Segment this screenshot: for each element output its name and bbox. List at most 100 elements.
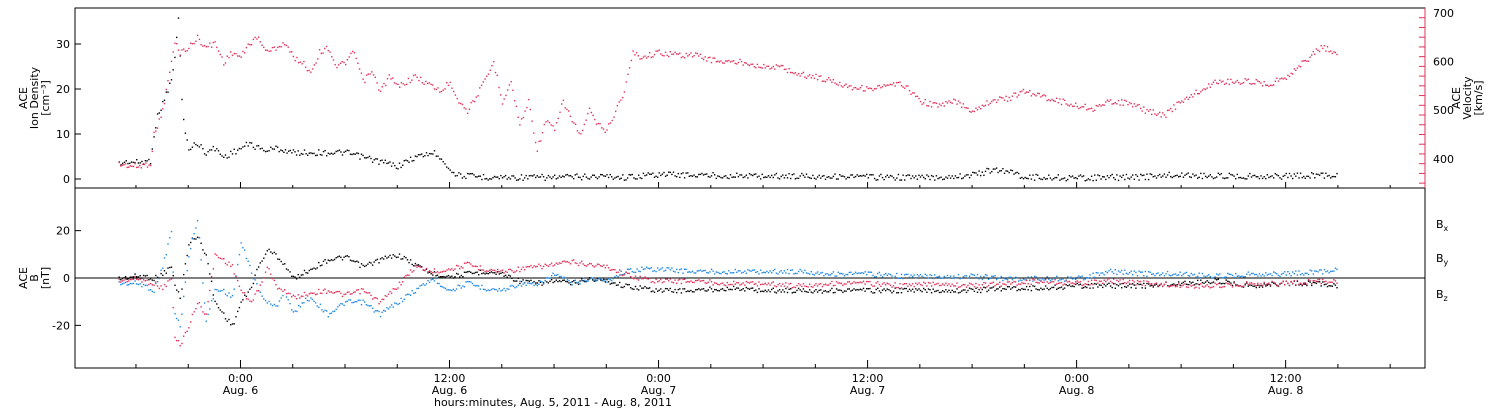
data-point xyxy=(739,284,741,286)
data-point xyxy=(417,287,420,289)
data-point xyxy=(1269,284,1272,286)
data-point xyxy=(356,260,358,262)
data-point xyxy=(419,265,421,267)
data-point xyxy=(554,174,556,176)
data-point xyxy=(584,280,586,283)
data-point xyxy=(381,257,383,259)
data-point xyxy=(623,179,626,181)
data-point xyxy=(1160,116,1162,118)
data-point xyxy=(318,261,320,264)
data-point xyxy=(1138,270,1140,272)
data-point xyxy=(1144,284,1147,287)
data-point xyxy=(340,151,342,153)
data-point xyxy=(368,261,371,263)
data-point xyxy=(216,46,218,48)
data-point xyxy=(744,270,746,272)
data-point xyxy=(264,299,267,302)
data-point xyxy=(997,99,999,101)
data-point xyxy=(571,259,573,262)
top-panel-frame xyxy=(74,7,1426,189)
data-point xyxy=(978,278,980,280)
data-point xyxy=(379,90,382,92)
data-point xyxy=(485,177,488,180)
data-point xyxy=(1130,176,1132,178)
data-point xyxy=(1018,94,1020,96)
data-point xyxy=(564,107,566,109)
data-point xyxy=(368,305,371,307)
data-point xyxy=(1078,284,1080,286)
data-point xyxy=(788,283,790,285)
data-point xyxy=(769,176,771,179)
bottom-left-axis-title-line: ACE xyxy=(17,267,30,289)
data-point xyxy=(601,279,603,281)
data-point xyxy=(547,265,550,267)
data-point xyxy=(156,127,159,129)
data-point xyxy=(297,294,299,296)
data-point xyxy=(482,269,485,271)
data-point xyxy=(326,310,328,312)
data-point xyxy=(1048,289,1050,291)
data-point xyxy=(1121,287,1123,289)
data-point xyxy=(702,279,705,282)
data-point xyxy=(1159,284,1161,286)
data-point xyxy=(1128,101,1131,104)
data-point xyxy=(764,271,766,274)
data-point xyxy=(1092,110,1094,112)
data-point xyxy=(155,282,157,285)
data-point xyxy=(231,264,234,266)
data-point xyxy=(557,280,559,283)
data-point xyxy=(364,301,366,303)
data-point xyxy=(641,278,643,280)
data-point xyxy=(169,266,171,269)
data-point xyxy=(1292,177,1294,180)
data-point xyxy=(650,56,652,59)
data-point xyxy=(219,153,221,155)
data-point xyxy=(991,170,993,173)
data-point xyxy=(1220,276,1223,279)
data-point xyxy=(1059,98,1061,100)
data-point xyxy=(1263,281,1265,284)
data-point xyxy=(330,259,333,261)
data-point xyxy=(815,289,817,291)
data-point xyxy=(1247,271,1249,273)
data-point xyxy=(184,50,187,52)
data-point xyxy=(1265,177,1267,180)
data-point xyxy=(526,106,528,109)
data-point xyxy=(588,277,591,279)
data-point xyxy=(1071,175,1074,177)
data-point xyxy=(854,271,857,273)
data-point xyxy=(392,306,394,308)
data-point xyxy=(767,175,770,177)
data-point xyxy=(704,282,706,284)
data-point xyxy=(1269,84,1272,86)
data-point xyxy=(240,56,242,58)
data-point xyxy=(815,272,817,274)
top-panel-data xyxy=(118,17,1338,182)
data-point xyxy=(275,253,277,255)
data-point xyxy=(413,270,415,272)
data-point xyxy=(755,289,757,291)
data-point xyxy=(511,277,513,279)
data-point xyxy=(1178,176,1180,178)
data-point xyxy=(1054,279,1056,281)
data-point xyxy=(139,283,141,285)
data-point xyxy=(196,34,199,37)
data-point xyxy=(1127,281,1129,283)
data-point xyxy=(565,174,567,176)
data-point xyxy=(512,89,514,91)
data-point xyxy=(845,83,847,85)
data-point xyxy=(1258,273,1261,275)
data-point xyxy=(149,289,152,291)
data-point xyxy=(176,317,178,320)
data-point xyxy=(527,178,529,180)
data-point xyxy=(1008,276,1010,278)
data-point xyxy=(245,295,248,298)
data-point xyxy=(672,270,675,272)
data-point xyxy=(1048,282,1050,285)
data-point xyxy=(430,83,432,85)
data-point xyxy=(277,305,279,307)
data-point xyxy=(365,74,368,76)
data-point xyxy=(1151,173,1153,176)
data-point xyxy=(195,308,197,310)
data-point xyxy=(287,292,289,294)
